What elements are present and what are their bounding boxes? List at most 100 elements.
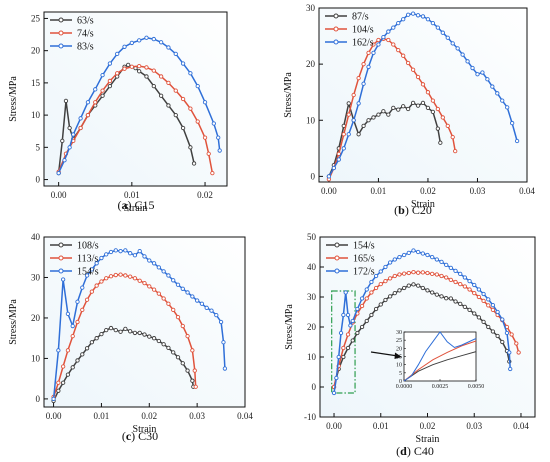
data-point [137,63,142,69]
data-point [173,88,178,93]
data-point [60,380,66,385]
x-tick-label: 0.02 [141,411,157,421]
data-point [383,264,388,270]
data-point [366,118,371,123]
data-point [430,109,436,114]
data-point [453,299,458,304]
data-point [356,76,361,81]
data-point [84,346,90,351]
data-point [485,77,490,82]
data-point [75,319,80,325]
inset-y-tick-label: 5 [399,371,402,377]
data-point [366,50,371,56]
data-point [94,283,99,288]
caption-label-close: ) C30 [131,429,158,443]
data-point [93,100,98,105]
data-point [486,297,491,302]
x-tick-label: 0.01 [124,190,140,200]
x-tick-label: 0.01 [94,411,110,421]
data-point [434,257,439,262]
legend-label: 87/s [352,12,369,23]
data-point [202,100,208,105]
data-point [173,112,178,118]
data-point [406,270,411,276]
data-point [108,325,114,331]
data-point [171,350,176,355]
data-point [78,116,83,121]
y-tick-label: 20 [306,59,316,69]
data-point [425,90,431,95]
data-point [460,52,465,57]
data-point [331,165,337,171]
data-point [71,132,76,137]
data-point [444,275,449,280]
data-point [151,68,156,73]
x-tick-label: 0.01 [371,186,387,196]
legend-label: 63/s [77,16,94,27]
data-point [122,66,127,71]
data-point [147,258,152,263]
data-point [156,338,162,344]
data-point [476,315,482,320]
data-point [355,330,360,336]
data-point [453,148,458,154]
data-point [383,297,388,303]
data-point [137,249,142,254]
legend-swatch-marker [58,255,64,261]
legend-label: 74/s [77,29,94,40]
y-tick-label: 0 [312,382,317,392]
chart-panel-c20: 0.00 0.01 0.02 0.03 0.04 0 10 20 30 Strain Stress/… [283,3,535,217]
y-tick-label: 30 [306,3,316,13]
data-point [156,265,162,270]
panel-caption: (c) C30 [122,429,158,443]
data-point [132,253,138,258]
data-point [84,297,90,302]
data-point [355,306,360,312]
data-point [416,270,421,275]
data-point [416,249,421,255]
data-point [166,103,171,108]
inset-x-tick-label: 0.0050 [468,384,485,390]
data-point [490,307,496,313]
data-point [348,323,353,328]
legend-swatch-marker [334,255,340,261]
x-axis-label: Strain [133,424,157,435]
data-point [199,301,205,306]
y-tick-label: 5 [36,142,41,152]
data-point [180,361,185,366]
data-point [123,326,128,332]
inset-y-tick-label: 20 [396,346,402,352]
data-point [142,280,147,286]
zoom-arrow-head [394,352,402,359]
x-tick-label: 0.04 [519,186,535,196]
data-point [158,93,164,98]
axes-frame [43,236,246,408]
data-point [359,303,365,309]
y-axis-label: Stress/MPa [8,76,19,122]
data-point [434,292,439,297]
data-point [411,269,416,275]
caption-label: ( [394,203,398,217]
data-point [334,375,339,381]
data-point [435,25,441,30]
data-point [123,273,128,278]
data-point [361,61,366,67]
data-point [107,78,113,84]
legend-label: 108/s [77,241,99,252]
data-point [185,334,190,339]
data-point [94,336,99,341]
data-point [137,330,142,336]
data-point [439,294,444,299]
data-point [100,88,105,93]
data-point [490,302,496,308]
data-point [350,338,355,343]
data-point [448,277,454,283]
data-point [209,308,214,313]
data-point [62,158,67,163]
data-point [486,303,491,308]
data-point [391,42,396,47]
data-point [500,339,505,345]
data-point [504,330,510,336]
data-point [378,269,383,274]
